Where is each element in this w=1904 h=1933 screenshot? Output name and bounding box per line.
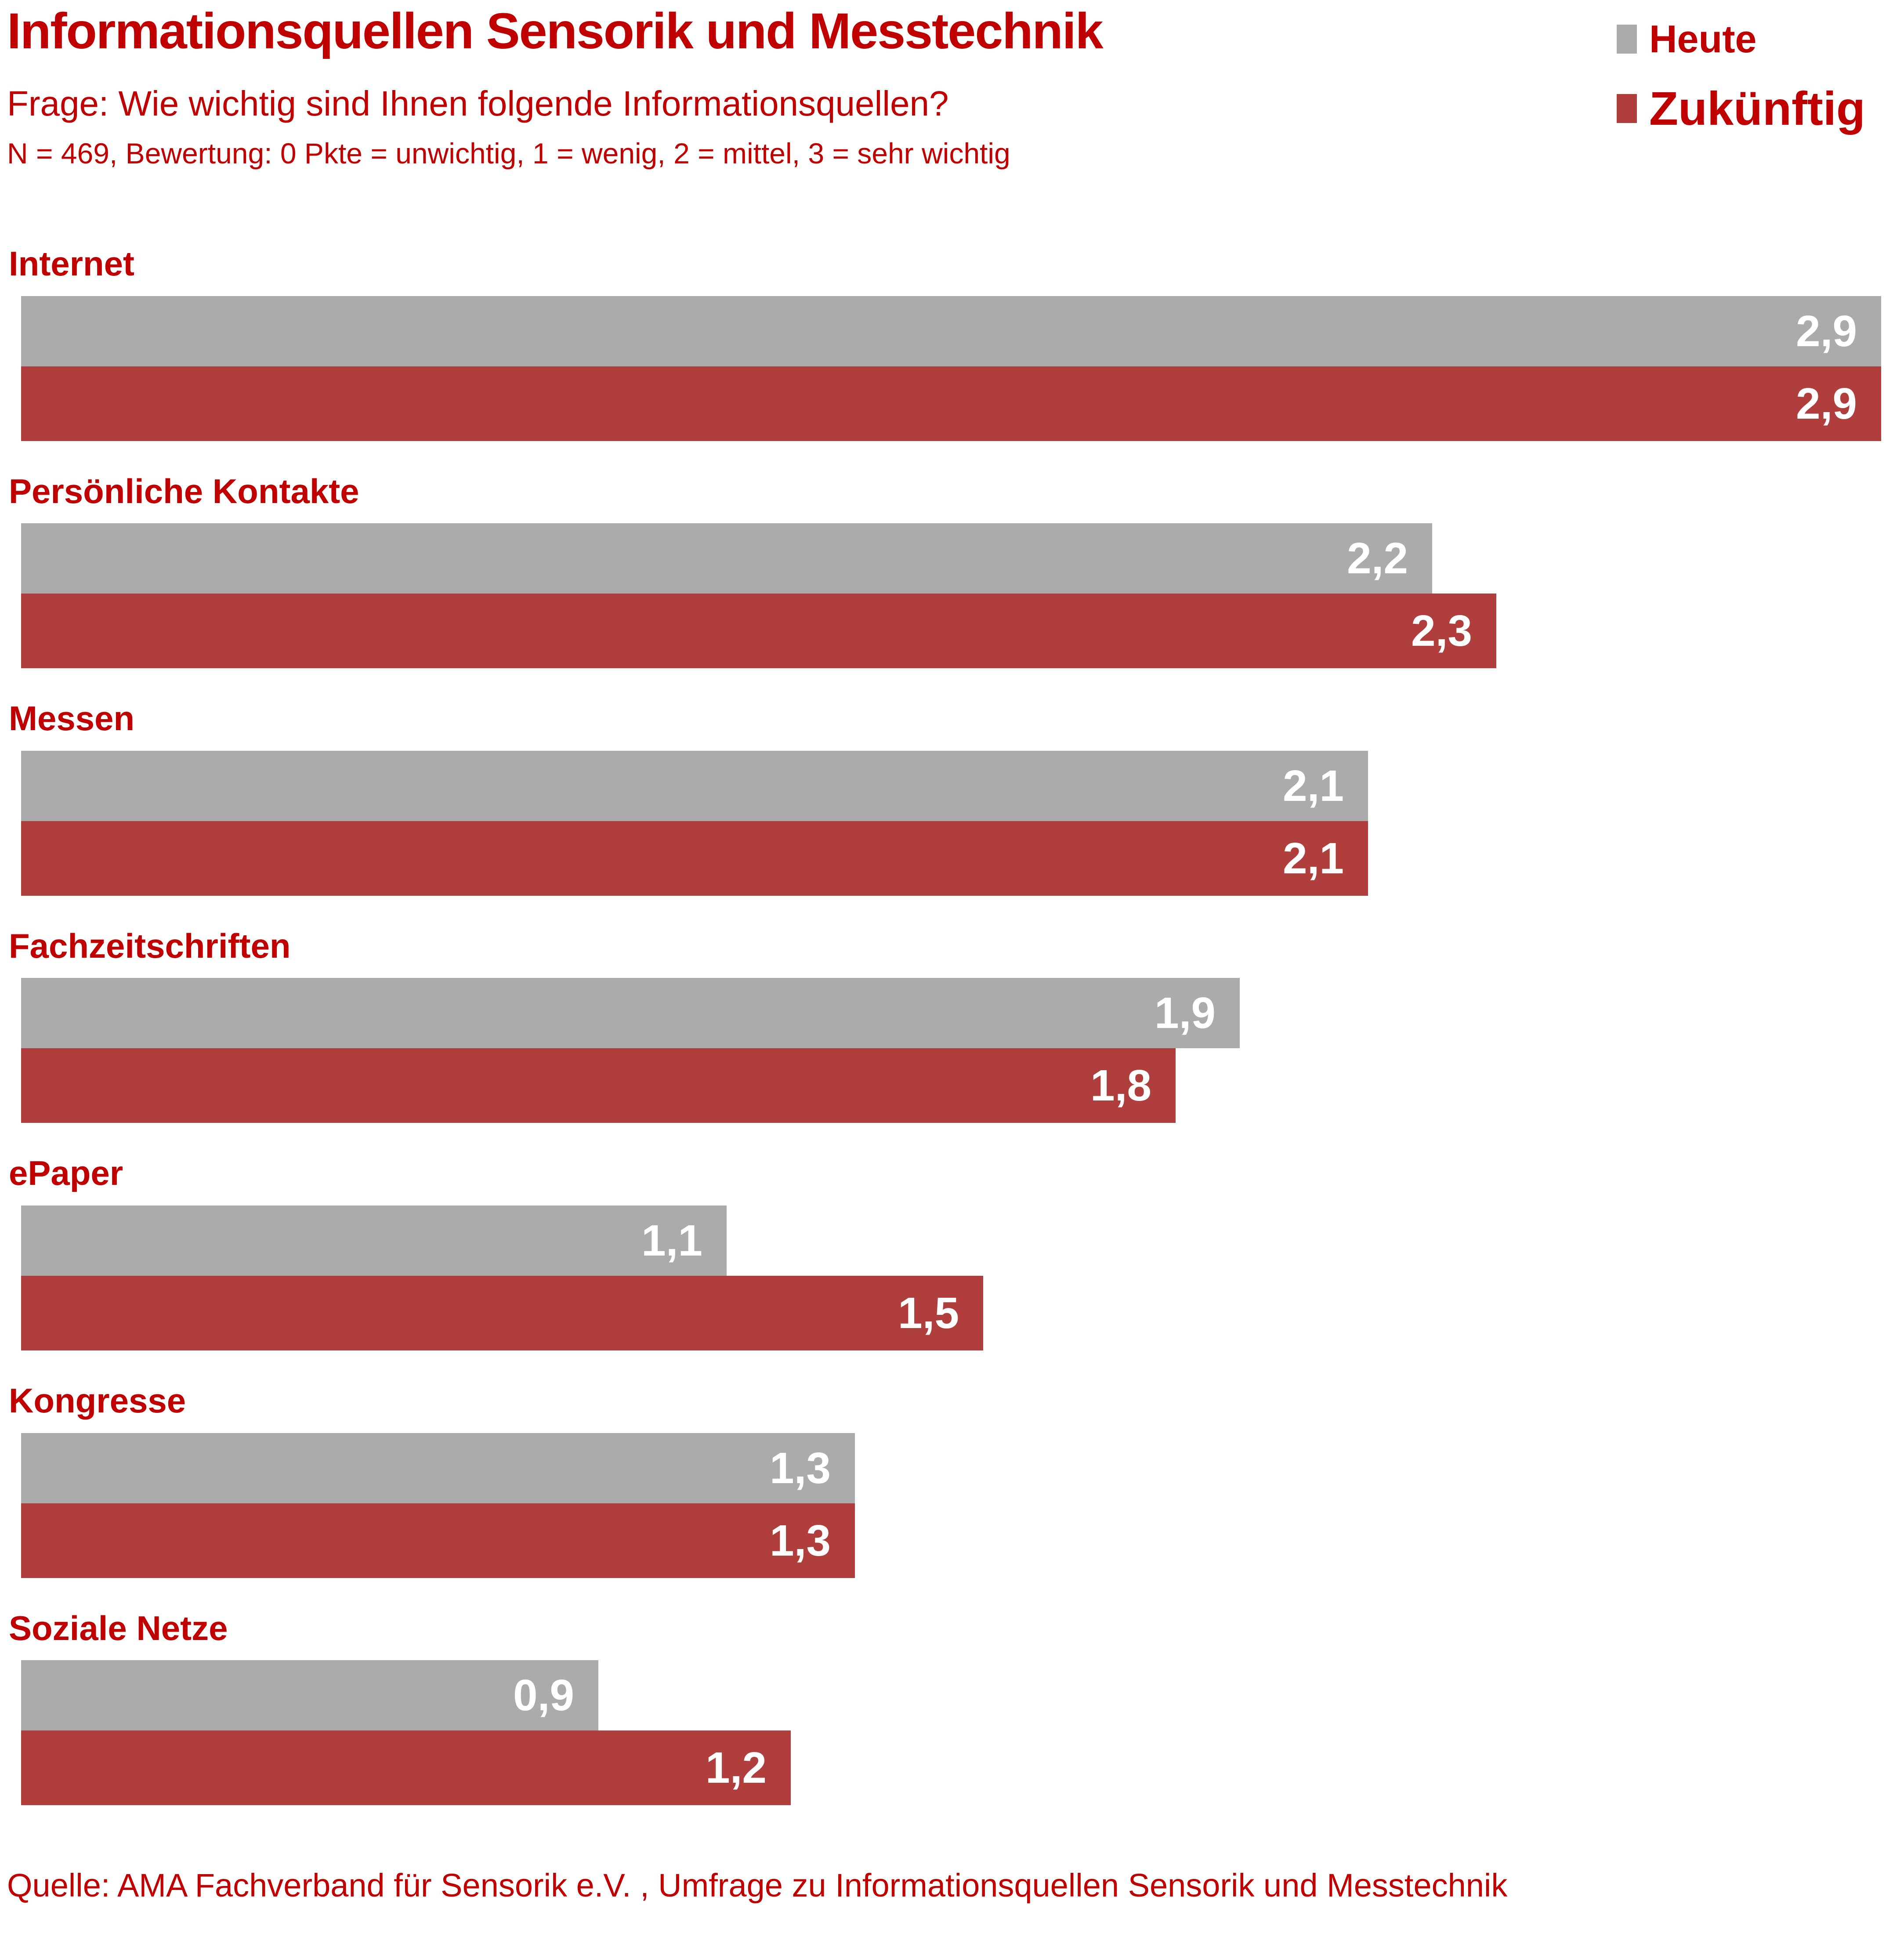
category-label: ePaper [9, 1154, 123, 1193]
value-label: 2,1 [1282, 833, 1344, 883]
bar-chart: Internet 2,9 2,9 Persönliche Kontakte 2,2 2,3… [0, 243, 1904, 1835]
bar-group: Internet 2,9 2,9 [0, 243, 1904, 441]
bar-heute: 2,2 [21, 523, 1432, 594]
value-label: 0,9 [513, 1671, 574, 1720]
value-label: 2,3 [1411, 606, 1472, 656]
bar-zukuenftig: 2,9 [21, 366, 1881, 441]
legend-item-zukuenftig: Zukünftig [1617, 81, 1865, 136]
bar-zukuenftig: 1,5 [21, 1275, 983, 1350]
source-footer: Quelle: AMA Fachverband für Sensorik e.V… [7, 1867, 1508, 1904]
bar-zukuenftig: 1,3 [21, 1503, 855, 1578]
legend: Heute Zukünftig [1617, 17, 1865, 155]
bar-heute: 0,9 [21, 1660, 598, 1731]
category-label: Fachzeitschriften [9, 926, 291, 965]
bar-zukuenftig: 1,2 [21, 1730, 791, 1806]
category-label: Messen [9, 699, 135, 738]
legend-swatch-heute [1617, 25, 1637, 54]
bar-group: Persönliche Kontakte 2,2 2,3 [0, 471, 1904, 669]
bar-zukuenftig: 2,3 [21, 594, 1496, 669]
bar-zukuenftig: 2,1 [21, 821, 1368, 896]
bar-group: Fachzeitschriften 1,9 1,8 [0, 926, 1904, 1123]
value-label: 1,2 [705, 1743, 767, 1793]
bar-group: Kongresse 1,3 1,3 [0, 1380, 1904, 1578]
category-label: Internet [9, 244, 135, 283]
value-label: 1,3 [769, 1443, 831, 1493]
value-label: 2,1 [1282, 761, 1344, 811]
category-label: Soziale Netze [9, 1608, 228, 1647]
bar-heute: 2,9 [21, 296, 1881, 366]
value-label: 1,8 [1090, 1061, 1151, 1111]
value-label: 2,9 [1795, 306, 1857, 356]
bar-group: ePaper 1,1 1,5 [0, 1153, 1904, 1350]
bar-group: Messen 2,1 2,1 [0, 698, 1904, 896]
value-label: 2,2 [1347, 534, 1408, 583]
page-title: Informationsquellen Sensorik und Messtec… [7, 3, 1104, 59]
sample-size-note: N = 469, Bewertung: 0 Pkte = unwichtig, … [7, 137, 1010, 170]
bar-group: Soziale Netze 0,9 1,2 [0, 1608, 1904, 1806]
legend-item-heute: Heute [1617, 17, 1865, 62]
bar-heute: 2,1 [21, 750, 1368, 821]
legend-swatch-zukuenftig [1617, 94, 1637, 123]
value-label: 1,9 [1154, 988, 1216, 1038]
value-label: 1,1 [641, 1216, 702, 1265]
legend-label-zukuenftig: Zukünftig [1649, 82, 1865, 135]
value-label: 1,3 [769, 1516, 831, 1565]
value-label: 1,5 [898, 1288, 959, 1338]
category-label: Kongresse [9, 1381, 186, 1420]
bar-heute: 1,9 [21, 978, 1240, 1049]
bar-heute: 1,3 [21, 1433, 855, 1503]
chart-question: Frage: Wie wichtig sind Ihnen folgende I… [7, 84, 949, 123]
category-label: Persönliche Kontakte [9, 471, 359, 510]
legend-label-heute: Heute [1649, 17, 1757, 61]
bar-zukuenftig: 1,8 [21, 1048, 1176, 1123]
value-label: 2,9 [1795, 379, 1857, 428]
bar-heute: 1,1 [21, 1205, 727, 1276]
